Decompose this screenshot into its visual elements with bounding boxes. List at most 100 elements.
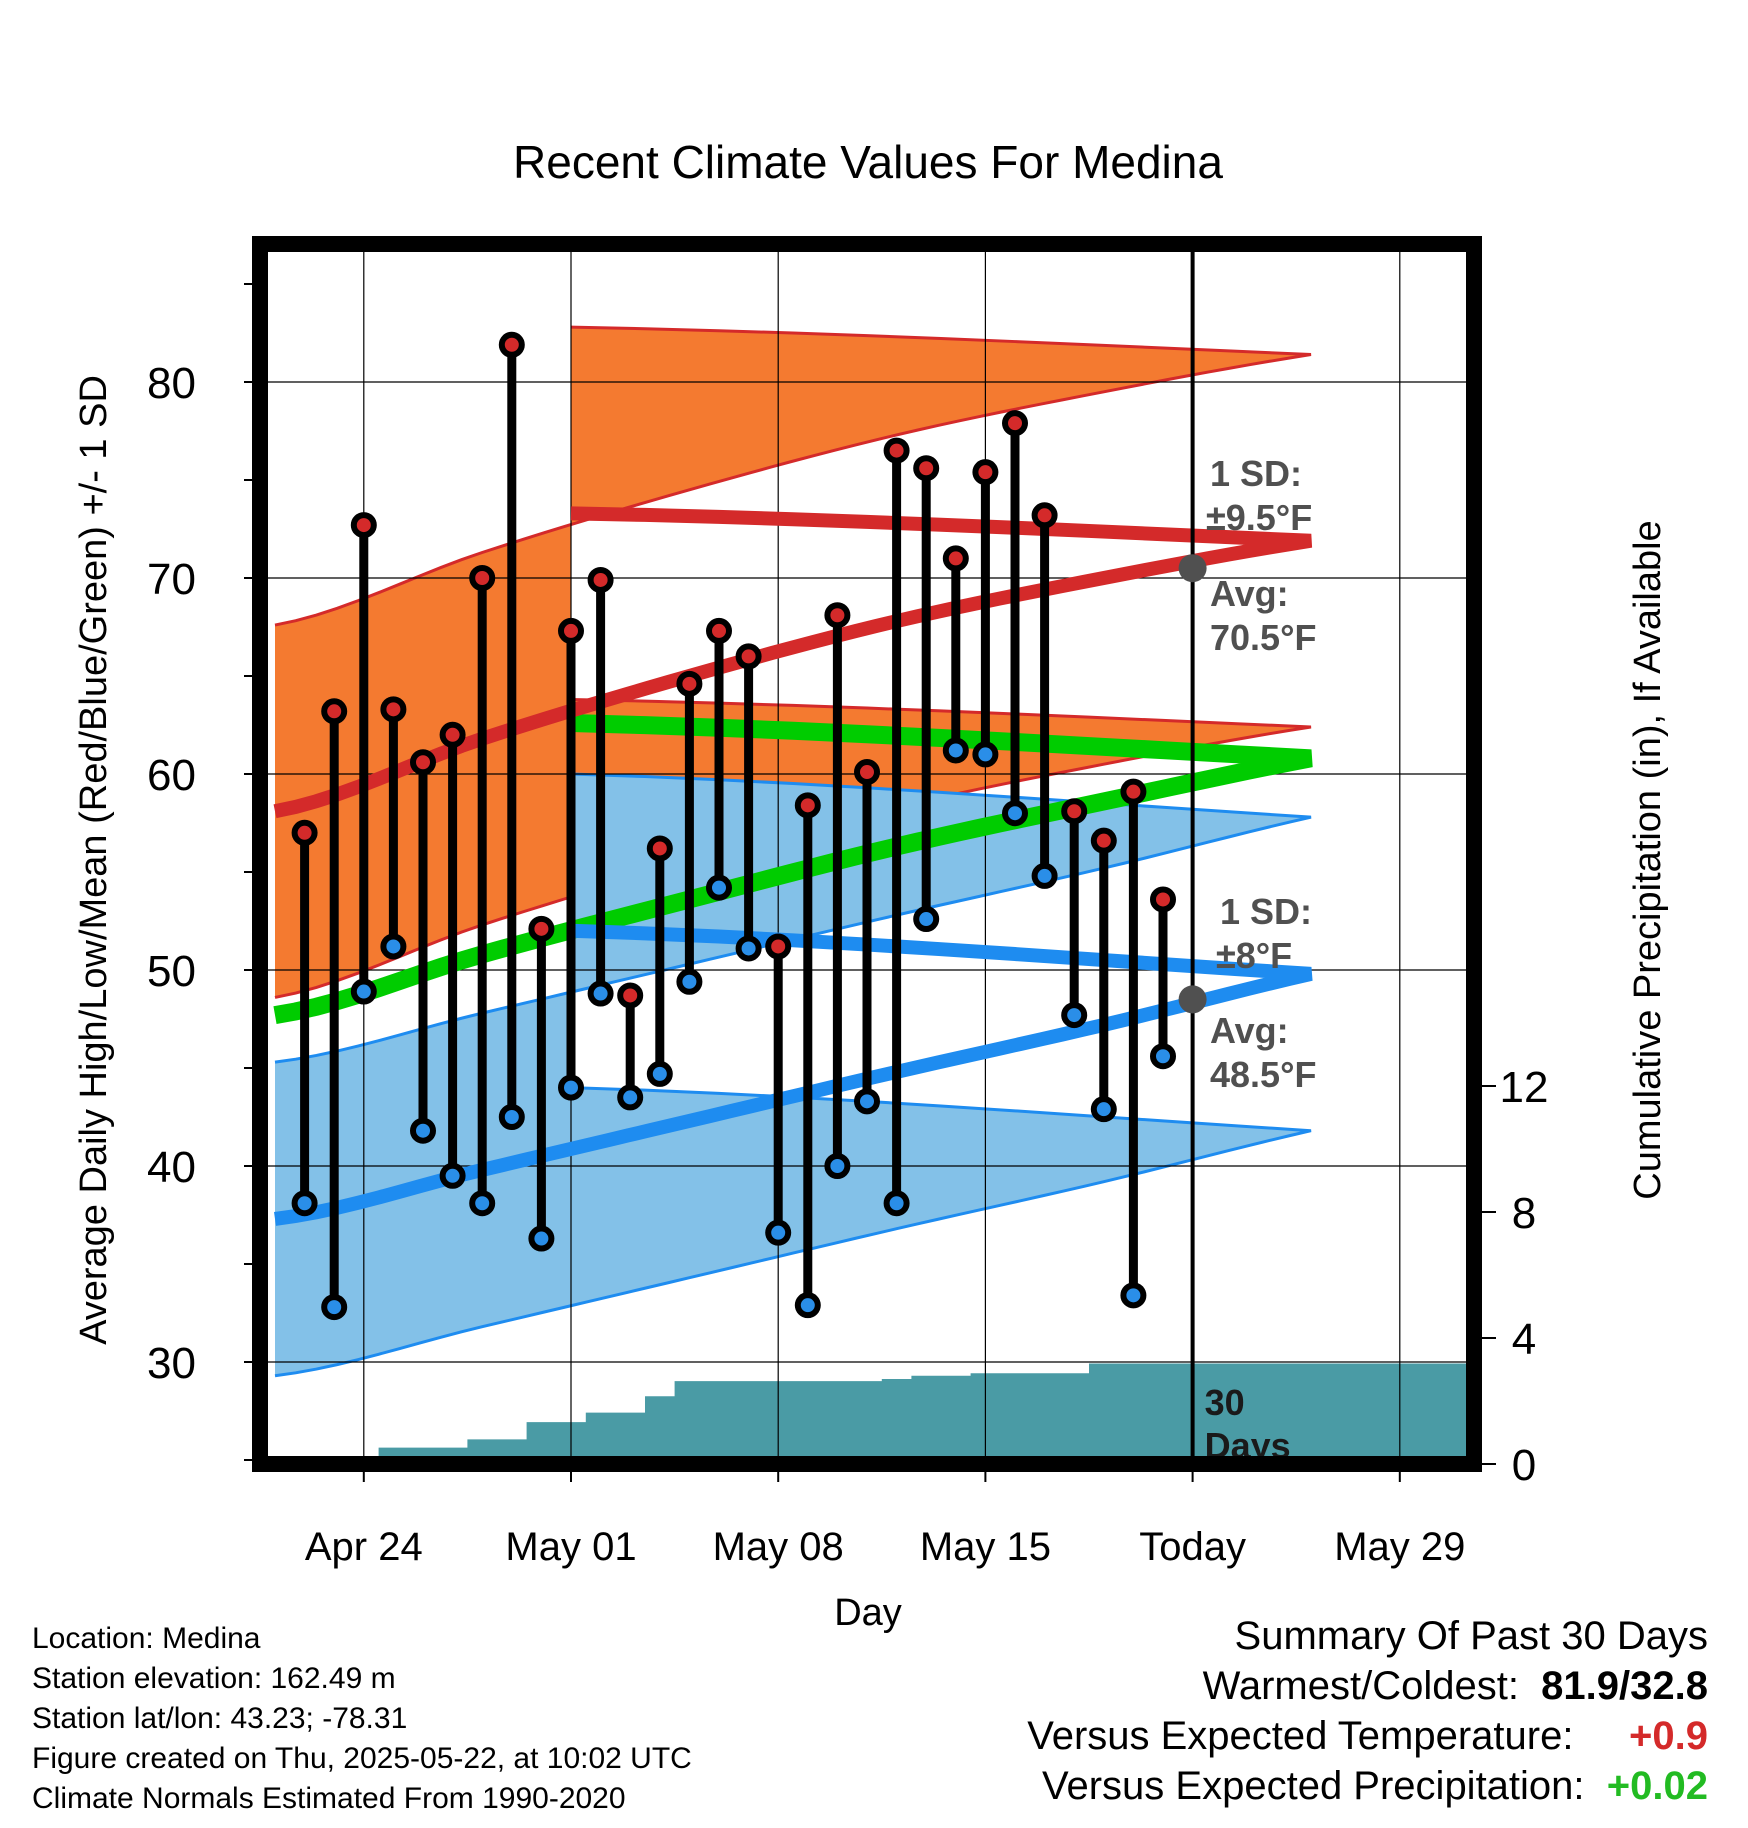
daily-low-point <box>706 874 732 901</box>
daily-observations <box>291 331 1176 1321</box>
x-tick-label: May 08 <box>713 1525 844 1569</box>
daily-low-point <box>321 1294 348 1321</box>
daily-high-point <box>765 933 792 960</box>
warmest-coldest-label: Warmest/Coldest: <box>1202 1664 1519 1708</box>
daily-low-point <box>913 906 940 933</box>
daily-high-point <box>735 643 762 670</box>
low-today-normal-dot <box>1178 985 1207 1014</box>
daily-low-point <box>1031 862 1058 889</box>
daily-high-point <box>824 602 851 629</box>
low-sd-band <box>275 774 1311 1376</box>
warmest-coldest-row: Warmest/Coldest: 81.9/32.8 <box>1203 1664 1708 1709</box>
y-tick-label: 30 <box>147 1339 196 1388</box>
daily-low-point <box>824 1153 851 1179</box>
daily-low-point <box>469 1190 496 1217</box>
low-avg-value: 48.5°F <box>1210 1054 1316 1095</box>
precipitation-area <box>260 1363 1474 1464</box>
precip-anomaly-label: Versus Expected Precipitation: <box>1042 1764 1585 1808</box>
y2-tick-label: 4 <box>1512 1315 1536 1364</box>
low-avg-label: Avg: <box>1210 1010 1289 1051</box>
y-tick-label: 60 <box>147 751 196 800</box>
daily-high-point <box>410 749 436 776</box>
daily-high-point <box>528 915 555 942</box>
daily-high-point <box>350 512 377 539</box>
temp-anomaly-row: Versus Expected Temperature: +0.9 <box>1027 1714 1708 1759</box>
daily-low-point <box>528 1225 555 1252</box>
daily-low-point <box>794 1292 821 1319</box>
high-avg-label: Avg: <box>1210 573 1289 614</box>
x-axis-label: Day <box>834 1592 902 1634</box>
daily-low-point <box>1120 1282 1147 1309</box>
daily-low-point <box>410 1117 436 1144</box>
latlon-text: Station lat/lon: 43.23; -78.31 <box>32 1702 408 1735</box>
daily-low-point <box>380 933 407 960</box>
daily-low-point <box>765 1219 792 1246</box>
daily-low-point <box>883 1190 910 1217</box>
daily-low-point <box>1061 1002 1088 1029</box>
low-sd-band-lower-edge <box>274 1086 1312 1378</box>
precip-anomaly-row: Versus Expected Precipitation: +0.02 <box>1042 1764 1708 1809</box>
daily-high-point <box>498 331 525 358</box>
x-tick-label: Apr 24 <box>305 1525 423 1569</box>
daily-low-point <box>646 1060 673 1087</box>
daily-high-point <box>972 459 999 486</box>
low-sd-label: 1 SD: <box>1220 891 1312 932</box>
warmest-coldest-value: 81.9/32.8 <box>1541 1664 1708 1708</box>
daily-low-point <box>1002 800 1028 827</box>
daily-high-point <box>1002 410 1028 437</box>
daily-high-point <box>1061 798 1088 825</box>
normals-text: Climate Normals Estimated From 1990-2020 <box>32 1782 626 1815</box>
high-today-normal-dot <box>1178 554 1207 583</box>
daily-low-point <box>498 1104 525 1130</box>
y2-tick-label: 12 <box>1500 1063 1549 1112</box>
high-sd-value: ±9.5°F <box>1206 497 1312 538</box>
daily-low-point <box>942 737 969 764</box>
daily-high-point <box>558 617 584 644</box>
daily-high-point <box>942 545 969 572</box>
y-tick-label: 80 <box>147 359 196 408</box>
axes: 30 40 50 60 70 80 0 4 8 12 Apr 24 May 01 May 08 May 1… <box>147 283 1549 1569</box>
daily-high-point <box>321 698 348 725</box>
daily-high-point <box>1120 778 1147 805</box>
plot-frame <box>252 236 1482 1472</box>
daily-low-point <box>972 741 999 768</box>
x-tick-label: May 15 <box>920 1525 1051 1569</box>
low-sd-value: ±8°F <box>1216 935 1292 976</box>
normal-bands <box>274 325 1312 1378</box>
location-text: Location: Medina <box>32 1622 261 1655</box>
y-tick-label: 50 <box>147 947 196 996</box>
daily-low-point <box>1090 1096 1117 1123</box>
window-label-number: 30 <box>1205 1382 1245 1423</box>
daily-high-point <box>676 670 703 697</box>
x-tick-label: May 01 <box>505 1525 636 1569</box>
daily-low-point <box>439 1162 466 1189</box>
temp-anomaly-value: +0.9 <box>1629 1714 1708 1758</box>
daily-high-point <box>439 721 466 748</box>
daily-high-point <box>854 759 880 786</box>
elevation-text: Station elevation: 162.49 m <box>32 1662 396 1695</box>
daily-low-point <box>291 1190 318 1217</box>
y2-tick-label: 8 <box>1512 1189 1536 1238</box>
daily-low-point <box>1150 1043 1176 1070</box>
daily-high-point <box>1150 886 1176 913</box>
daily-low-point <box>558 1074 584 1101</box>
cumulative-precip-area <box>260 1363 1474 1464</box>
daily-high-point <box>380 696 407 723</box>
x-tick-label: Today <box>1139 1525 1246 1569</box>
y-tick-label: 70 <box>147 555 196 604</box>
daily-high-point <box>794 792 821 819</box>
daily-low-point <box>735 935 762 962</box>
daily-low-point <box>617 1084 644 1111</box>
x-tick-label: May 29 <box>1334 1525 1465 1569</box>
temp-anomaly-label: Versus Expected Temperature: <box>1027 1714 1574 1758</box>
daily-high-point <box>587 566 614 593</box>
daily-low-point <box>587 980 614 1007</box>
precip-anomaly-value: +0.02 <box>1606 1764 1708 1808</box>
high-avg-value: 70.5°F <box>1210 617 1316 658</box>
chart-title: Recent Climate Values For Medina <box>513 136 1223 188</box>
high-sd-band-upper-edge <box>274 325 1312 627</box>
daily-high-point <box>617 982 644 1009</box>
